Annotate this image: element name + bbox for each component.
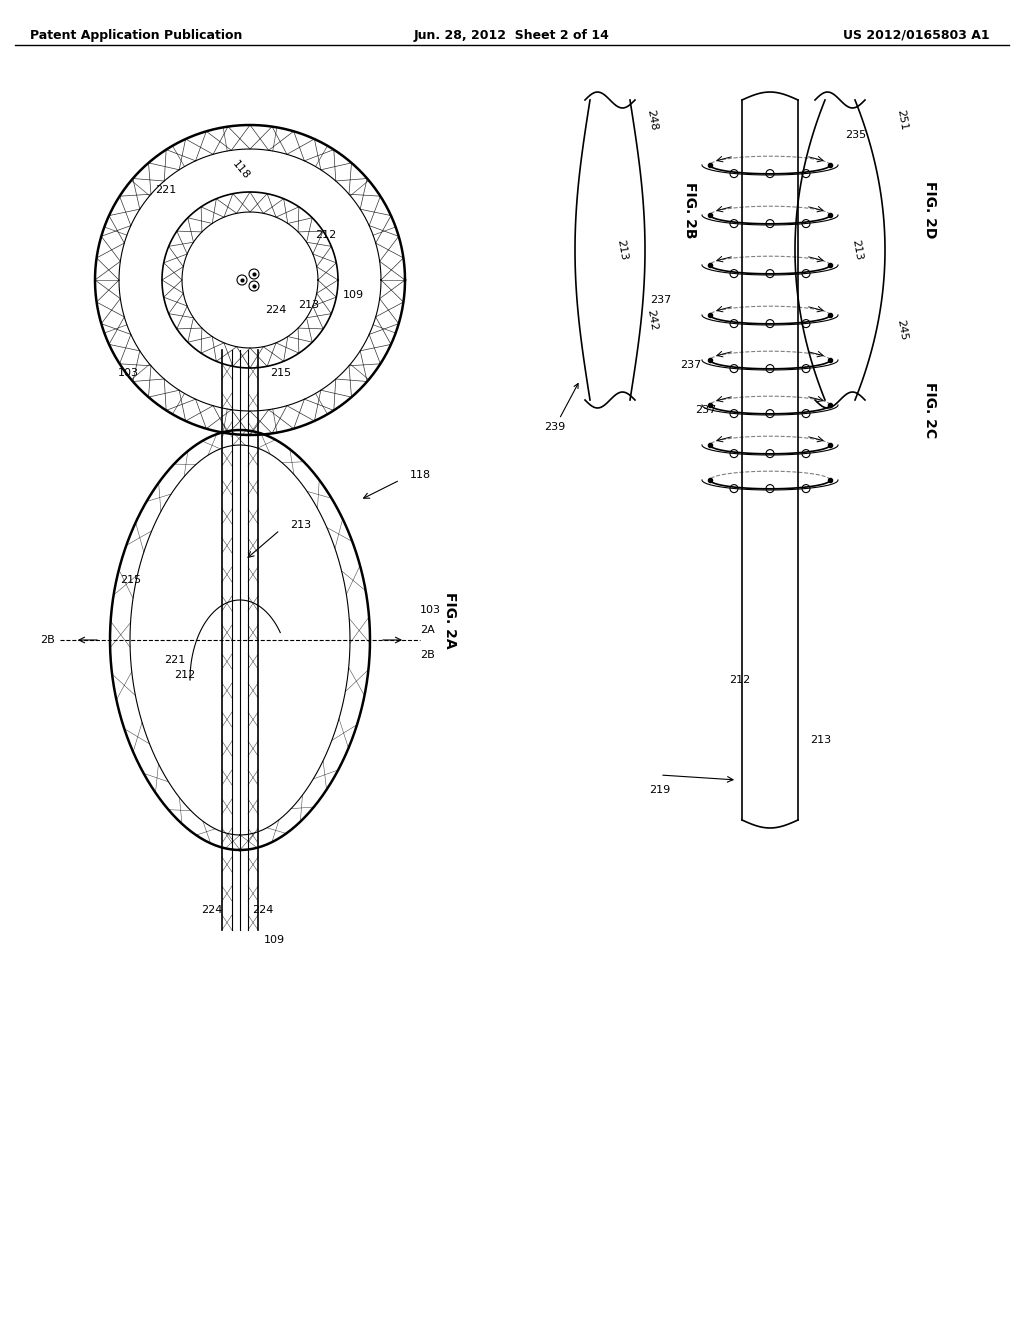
Text: FIG. 2D: FIG. 2D	[923, 181, 937, 239]
Text: FIG. 2B: FIG. 2B	[683, 182, 697, 238]
Text: 213: 213	[290, 520, 311, 531]
Text: 224: 224	[201, 906, 222, 915]
Text: 103: 103	[118, 368, 139, 378]
Text: 219: 219	[649, 785, 671, 795]
Text: 242: 242	[645, 309, 658, 331]
Text: Patent Application Publication: Patent Application Publication	[30, 29, 243, 41]
Text: Jun. 28, 2012  Sheet 2 of 14: Jun. 28, 2012 Sheet 2 of 14	[414, 29, 610, 41]
Text: 237: 237	[650, 294, 672, 305]
Text: 215: 215	[270, 368, 291, 378]
Text: 2A: 2A	[420, 624, 435, 635]
Text: 224: 224	[265, 305, 287, 315]
Text: 239: 239	[545, 384, 579, 432]
Text: 118: 118	[230, 158, 251, 181]
Text: 221: 221	[155, 185, 176, 195]
Text: 2B: 2B	[40, 635, 55, 645]
Text: FIG. 2A: FIG. 2A	[443, 591, 457, 648]
Text: 213: 213	[298, 300, 319, 310]
Text: 212: 212	[315, 230, 336, 240]
Text: 235: 235	[845, 129, 866, 140]
Text: 237: 237	[695, 405, 716, 414]
Text: 245: 245	[895, 318, 908, 342]
Text: 221: 221	[164, 655, 185, 665]
Text: 215: 215	[120, 576, 141, 585]
Text: 212: 212	[174, 671, 195, 680]
Text: FIG. 2C: FIG. 2C	[923, 381, 937, 438]
Text: 213: 213	[615, 239, 629, 261]
Text: 109: 109	[264, 935, 285, 945]
Text: 109: 109	[343, 290, 365, 300]
Text: 248: 248	[645, 108, 658, 132]
Text: US 2012/0165803 A1: US 2012/0165803 A1	[844, 29, 990, 41]
Text: 212: 212	[729, 675, 750, 685]
Text: 224: 224	[252, 906, 273, 915]
Text: 213: 213	[850, 239, 863, 261]
Text: 118: 118	[410, 470, 431, 480]
Text: 103: 103	[420, 605, 441, 615]
Text: 213: 213	[810, 735, 831, 744]
Text: 2B: 2B	[420, 649, 435, 660]
Text: 251: 251	[895, 108, 908, 131]
Text: 237: 237	[680, 360, 701, 370]
